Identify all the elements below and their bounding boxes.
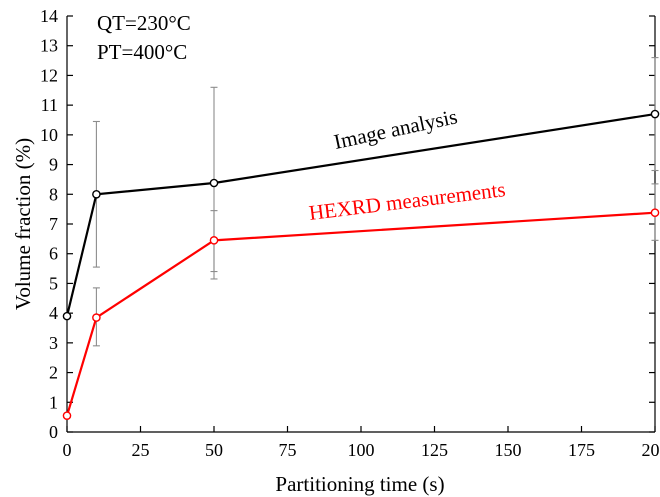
y-tick-label: 3 (49, 333, 58, 353)
series-label-hexrd: HEXRD measurements (308, 177, 507, 225)
x-tick-label: 175 (568, 440, 595, 460)
x-tick-label: 25 (132, 440, 150, 460)
series-lines (65, 112, 656, 416)
data-point-hexrd (650, 208, 660, 218)
series-label-image-analysis: Image analysis (332, 104, 460, 154)
y-tick-label: 6 (49, 244, 58, 264)
data-point-image-analysis (650, 109, 660, 119)
x-tick-label: 100 (348, 440, 375, 460)
y-tick-label: 12 (40, 65, 58, 85)
series-points (62, 109, 660, 420)
series-line-hexrd (65, 211, 656, 416)
y-tick-label: 1 (49, 392, 58, 412)
y-axis-label: Volume fraction (%) (11, 138, 35, 310)
y-tick-label: 9 (49, 155, 58, 175)
y-tick-label: 0 (49, 422, 58, 442)
x-tick-label: 125 (421, 440, 448, 460)
x-tick-label: 75 (279, 440, 297, 460)
data-point-image-analysis (62, 311, 72, 321)
y-tick-label: 2 (49, 363, 58, 383)
series-line-image-analysis (65, 112, 656, 317)
data-point-hexrd (92, 313, 101, 322)
data-point-hexrd (209, 236, 219, 245)
x-tick-label: 200 (642, 440, 660, 460)
data-point-hexrd (62, 411, 72, 420)
y-tick-label: 14 (40, 6, 58, 26)
annotation-pt: PT=400°C (97, 40, 187, 64)
y-tick-label: 4 (49, 303, 58, 323)
x-axis-label: Partitioning time (s) (275, 472, 444, 496)
x-axis-ticks: 0 25 50 75 100 125 150 175 200 (63, 426, 660, 460)
x-tick-label: 0 (63, 440, 72, 460)
y-tick-label: 8 (49, 184, 58, 204)
y-tick-label: 5 (49, 273, 58, 293)
y-tick-label: 7 (49, 214, 58, 234)
data-point-image-analysis (209, 178, 219, 188)
y-tick-label: 13 (40, 36, 58, 56)
data-point-image-analysis (92, 189, 101, 199)
y-tick-label: 10 (40, 125, 58, 145)
x-tick-label: 50 (205, 440, 223, 460)
annotation-qt: QT=230°C (97, 11, 191, 35)
x-tick-label: 150 (495, 440, 522, 460)
y-tick-label: 11 (41, 95, 58, 115)
